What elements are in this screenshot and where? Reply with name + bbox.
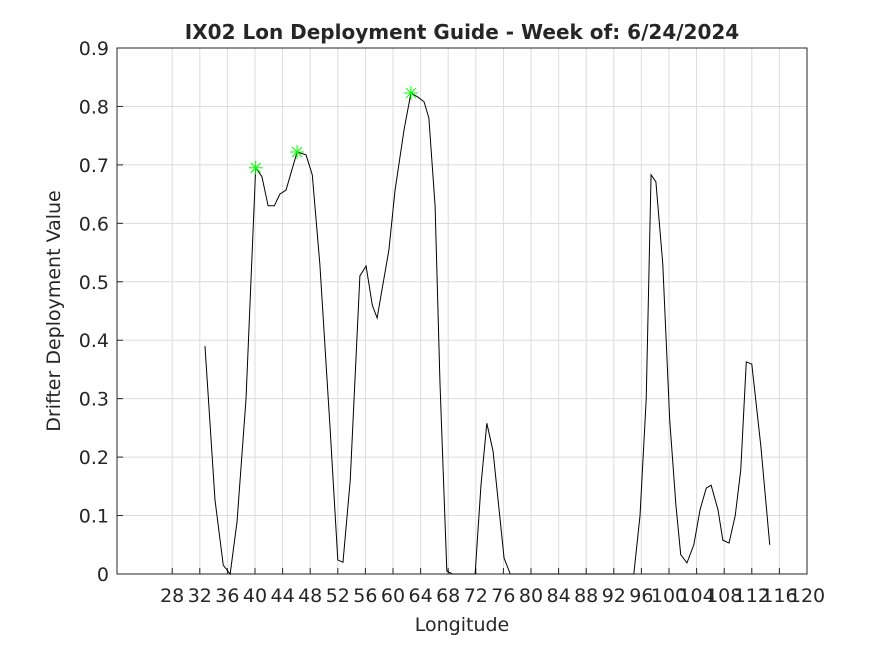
x-tick-label: 60 (381, 585, 405, 607)
x-tick-label: 32 (188, 585, 212, 607)
y-tick-label: 0.9 (79, 38, 109, 60)
x-tick-label: 44 (271, 585, 295, 607)
x-axis-label: Longitude (415, 614, 510, 636)
y-tick-label: 0.6 (79, 213, 109, 235)
x-tick-label: 104 (678, 585, 714, 607)
peak-marker (248, 160, 263, 175)
peak-marker (403, 86, 418, 101)
x-tick-label: 64 (409, 585, 433, 607)
x-tick-label: 108 (706, 585, 742, 607)
y-axis-label: Drifter Deployment Value (43, 190, 65, 432)
x-tick-label: 28 (160, 585, 184, 607)
x-tick-label: 112 (734, 585, 770, 607)
x-tick-label: 56 (353, 585, 377, 607)
data-line (204, 92, 771, 576)
x-tick-label: 96 (629, 585, 653, 607)
y-tick-label: 0.7 (79, 155, 109, 177)
x-tick-label: 116 (761, 585, 797, 607)
x-tick-label: 120 (789, 585, 825, 607)
x-tick-label: 100 (651, 585, 687, 607)
x-tick-label: 36 (215, 585, 239, 607)
x-tick-label: 76 (491, 585, 515, 607)
y-tick-label: 0.5 (79, 272, 109, 294)
chart-title: IX02 Lon Deployment Guide - Week of: 6/2… (185, 20, 739, 44)
x-tick-label: 48 (298, 585, 322, 607)
x-tick-label: 68 (436, 585, 460, 607)
y-tick-label: 0.8 (79, 96, 109, 118)
y-tick-label: 0.3 (79, 389, 109, 411)
x-tick-label: 92 (602, 585, 626, 607)
x-tick-label: 80 (519, 585, 543, 607)
y-tick-label: 0.2 (79, 447, 109, 469)
x-tick-label: 40 (243, 585, 267, 607)
y-tick-label: 0.4 (79, 330, 109, 352)
x-tick-label: 88 (574, 585, 598, 607)
x-tick-label: 52 (326, 585, 350, 607)
x-tick-label: 72 (464, 585, 488, 607)
x-tick-label: 84 (547, 585, 571, 607)
y-tick-label: 0 (97, 564, 109, 586)
y-tick-label: 0.1 (79, 506, 109, 528)
peak-marker (290, 145, 305, 160)
